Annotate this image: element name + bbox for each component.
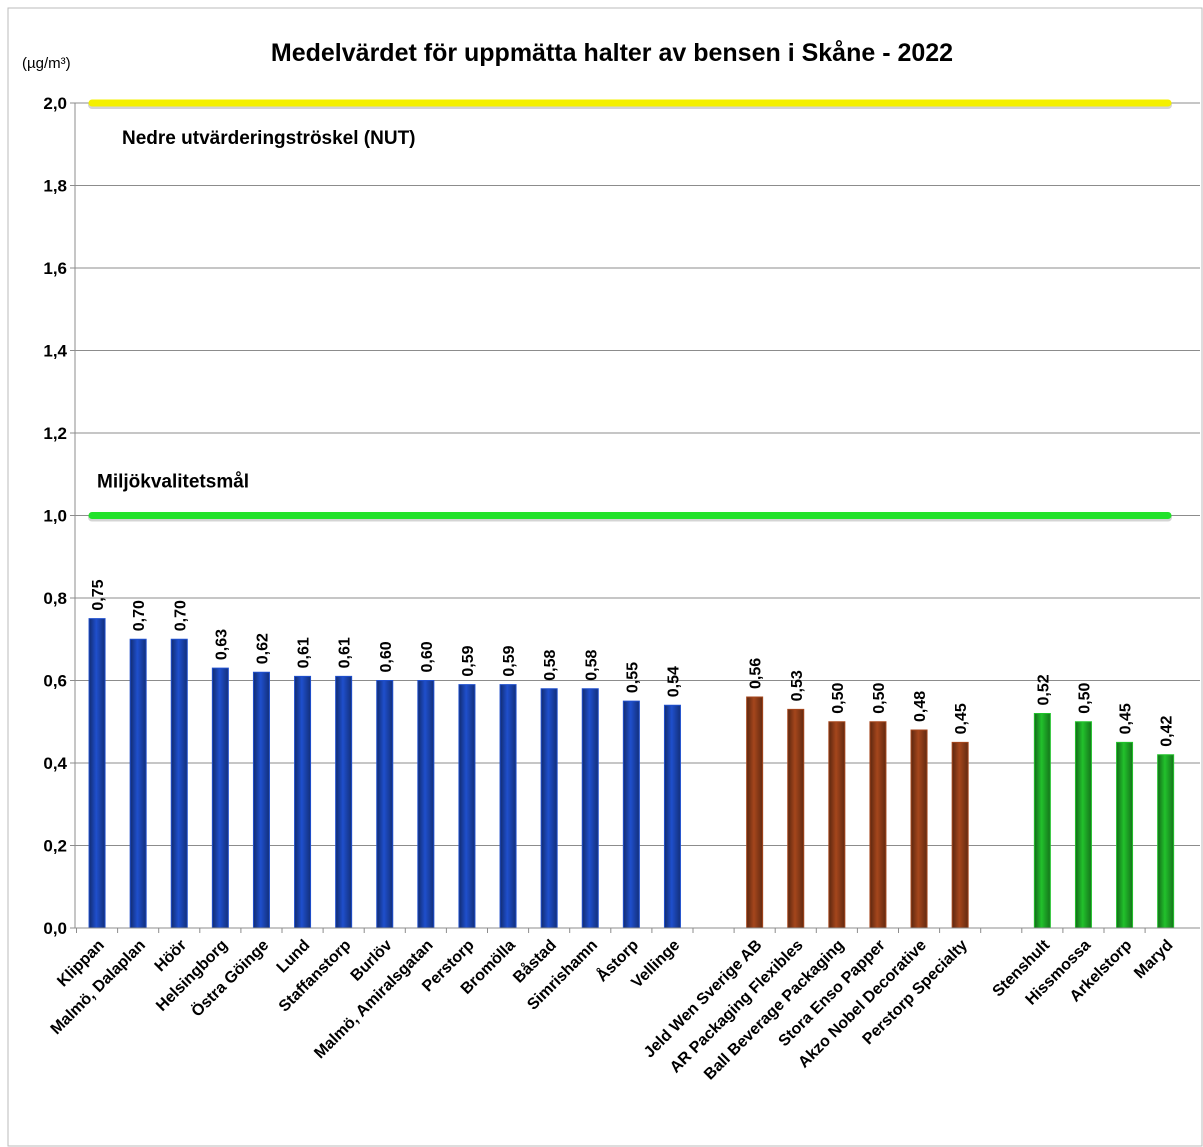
y-tick-label: 0,8 xyxy=(43,589,67,608)
value-label: 0,58 xyxy=(542,650,559,681)
bar xyxy=(663,704,681,929)
value-label: 0,60 xyxy=(419,641,436,672)
bar xyxy=(869,721,887,929)
value-label: 0,53 xyxy=(789,670,806,701)
value-label: 0,55 xyxy=(624,662,641,693)
value-label: 0,60 xyxy=(378,641,395,672)
value-label: 0,59 xyxy=(460,645,477,676)
bar xyxy=(787,708,805,929)
value-label: 0,52 xyxy=(1035,674,1052,705)
value-label: 0,58 xyxy=(583,650,600,681)
bar xyxy=(581,688,599,929)
chart-title: Medelvärdet för uppmätta halter av bense… xyxy=(271,39,953,67)
value-label: 0,75 xyxy=(90,579,107,610)
value-label: 0,70 xyxy=(131,600,148,631)
value-label: 0,48 xyxy=(912,691,929,722)
y-tick-label: 0,4 xyxy=(43,754,67,773)
bar xyxy=(88,618,106,929)
bar xyxy=(252,671,270,929)
y-tick-label: 0,6 xyxy=(43,672,67,691)
chart-frame xyxy=(7,7,1203,1147)
bar xyxy=(828,721,846,929)
bar xyxy=(1074,721,1092,929)
bar xyxy=(540,688,558,929)
value-label: 0,50 xyxy=(871,683,888,714)
y-tick-label: 1,2 xyxy=(43,424,67,443)
bar xyxy=(129,638,147,929)
reference-label: Nedre utvärderingströskel (NUT) xyxy=(122,128,416,149)
y-tick-label: 1,4 xyxy=(43,342,67,361)
y-tick-label: 0,2 xyxy=(43,837,67,856)
bar xyxy=(910,729,928,929)
value-label: 0,70 xyxy=(172,600,189,631)
bar xyxy=(335,675,353,929)
bar xyxy=(499,684,517,929)
y-tick-label: 1,0 xyxy=(43,507,67,526)
value-label: 0,54 xyxy=(665,666,682,697)
bar xyxy=(170,638,188,929)
value-label: 0,45 xyxy=(1118,703,1135,734)
y-tick-label: 1,8 xyxy=(43,177,67,196)
y-tick-label: 1,6 xyxy=(43,259,67,278)
value-label: 0,61 xyxy=(296,637,313,668)
y-tick-label: 0,0 xyxy=(43,919,67,938)
value-label: 0,63 xyxy=(213,629,230,660)
bar xyxy=(294,675,312,929)
bar xyxy=(622,700,640,929)
y-tick-label: 2,0 xyxy=(43,94,67,113)
bar xyxy=(1157,754,1175,929)
bar xyxy=(746,696,764,929)
value-label: 0,42 xyxy=(1159,716,1176,747)
value-label: 0,61 xyxy=(337,637,354,668)
value-label: 0,59 xyxy=(501,645,518,676)
y-axis-label: (µg/m³) xyxy=(22,55,71,72)
bar xyxy=(211,667,229,929)
value-label: 0,50 xyxy=(830,683,847,714)
bar xyxy=(376,680,394,929)
bar xyxy=(1116,741,1134,929)
value-label: 0,56 xyxy=(748,658,765,689)
reference-label: Miljökvalitetsmål xyxy=(97,472,249,493)
value-label: 0,45 xyxy=(953,703,970,734)
bar xyxy=(1033,713,1051,929)
bar xyxy=(417,680,435,929)
value-label: 0,62 xyxy=(254,633,271,664)
value-label: 0,50 xyxy=(1076,683,1093,714)
bar xyxy=(458,684,476,929)
bar xyxy=(951,741,969,929)
